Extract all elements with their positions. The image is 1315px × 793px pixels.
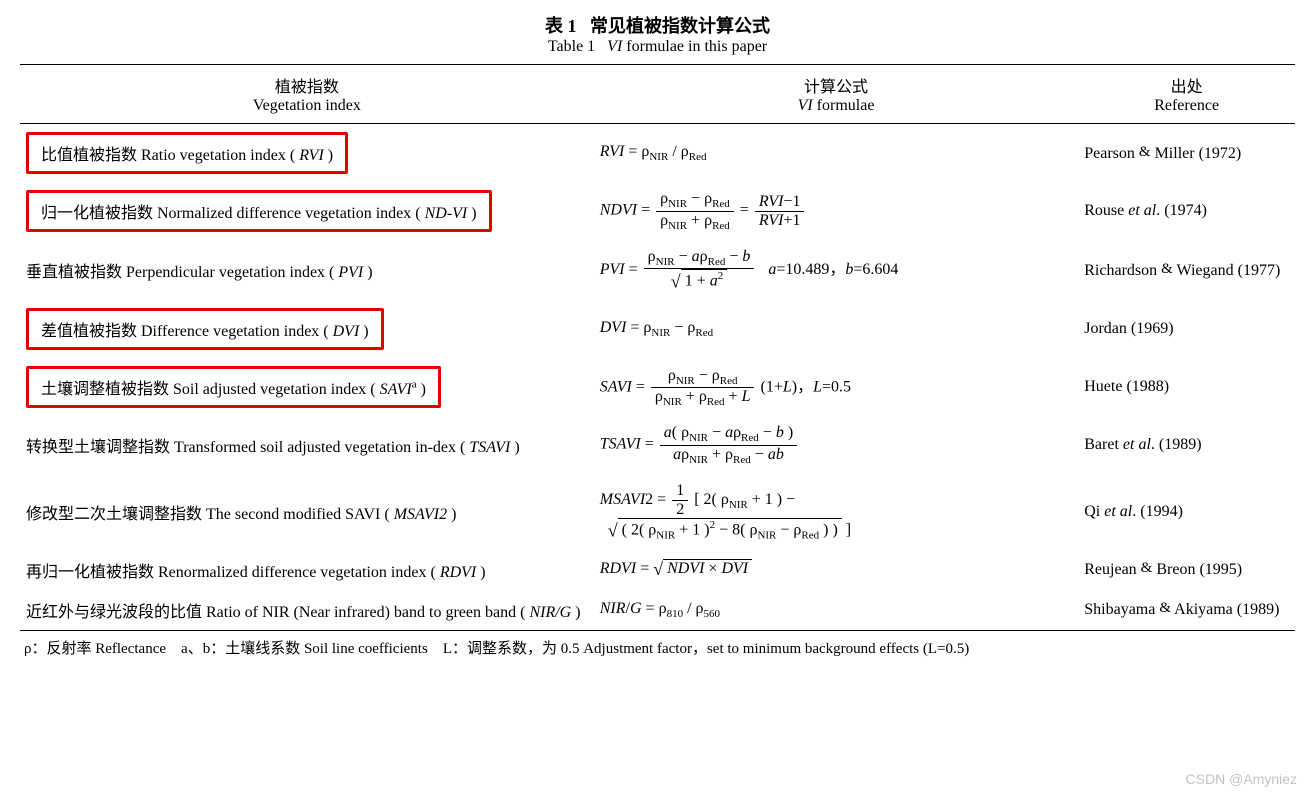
title-en-prefix: Table [548, 38, 583, 55]
vi-name-cell: 比值植被指数 Ratio vegetation index ( RVI ) [20, 124, 594, 183]
formula-cell: MSAVI2 = 12 [ 2( ρNIR + 1 ) − √( 2( ρNIR… [594, 474, 1079, 550]
header-vi: 植被指数 Vegetation index [20, 65, 594, 124]
vi-name-cell: 归一化植被指数 Normalized difference vegetation… [20, 182, 594, 240]
vi-name-cell: 再归一化植被指数 Renormalized difference vegetat… [20, 550, 594, 590]
vi-table: 植被指数 Vegetation index 计算公式 VI formulae 出… [20, 64, 1295, 664]
table-row: 垂直植被指数 Perpendicular vegetation index ( … [20, 240, 1295, 300]
header-vi-en: Vegetation index [24, 97, 590, 115]
reference-cell: Shibayama & Akiyama (1989) [1078, 590, 1295, 631]
table-row: 土壤调整植被指数 Soil adjusted vegetation index … [20, 358, 1295, 416]
title-number: 1 [568, 16, 577, 36]
formula-cell: PVI = ρNIR − aρRed − b√1 + a2 a=10.489，b… [594, 240, 1079, 300]
footnote: ρ：反射率 Reflectance a、b：土壤线系数 Soil line co… [20, 630, 1295, 664]
header-ref-cn: 出处 [1082, 73, 1291, 97]
table-row: 近红外与绿光波段的比值 Ratio of NIR (Near infrared)… [20, 590, 1295, 631]
table-title: 表 1 常见植被指数计算公式 Table 1 VI formulae in th… [20, 12, 1295, 56]
header-vi-cn: 植被指数 [24, 73, 590, 97]
formula-cell: NIR/G = ρ810 / ρ560 [594, 590, 1079, 631]
highlight-box: 比值植被指数 Ratio vegetation index ( RVI ) [26, 132, 348, 174]
table-row: 转换型土壤调整指数 Transformed soil adjusted vege… [20, 416, 1295, 474]
reference-cell: Jordan (1969) [1078, 300, 1295, 358]
title-en-vi: VI [607, 38, 622, 55]
watermark: CSDN @Amyniez [1186, 771, 1297, 787]
formula-cell: TSAVI = a( ρNIR − aρRed − b )aρNIR + ρRe… [594, 416, 1079, 474]
title-en-text: formulae in this paper [626, 38, 767, 55]
table-row: 差值植被指数 Difference vegetation index ( DVI… [20, 300, 1295, 358]
table-row: 比值植被指数 Ratio vegetation index ( RVI ) RVI… [20, 124, 1295, 183]
highlight-box: 归一化植被指数 Normalized difference vegetation… [26, 190, 492, 232]
reference-cell: Richardson & Wiegand (1977) [1078, 240, 1295, 300]
highlight-box: 土壤调整植被指数 Soil adjusted vegetation index … [26, 366, 441, 408]
header-ref: 出处 Reference [1078, 65, 1295, 124]
reference-cell: Reujean & Breon (1995) [1078, 550, 1295, 590]
reference-cell: Qi et al. (1994) [1078, 474, 1295, 550]
vi-name-cell: 近红外与绿光波段的比值 Ratio of NIR (Near infrared)… [20, 590, 594, 631]
footnote-ab: a、b：土壤线系数 Soil line coefficients [181, 641, 428, 657]
table-row: 再归一化植被指数 Renormalized difference vegetat… [20, 550, 1295, 590]
reference-cell: Baret et al. (1989) [1078, 416, 1295, 474]
reference-cell: Huete (1988) [1078, 358, 1295, 416]
table-row: 修改型二次土壤调整指数 The second modified SAVI ( M… [20, 474, 1295, 550]
header-formula-en: VI formulae [598, 97, 1075, 115]
vi-name-cell: 垂直植被指数 Perpendicular vegetation index ( … [20, 240, 594, 300]
title-cn-text: 常见植被指数计算公式 [590, 16, 770, 36]
formula-cell: RDVI = √NDVI × DVI [594, 550, 1079, 590]
highlight-box: 差值植被指数 Difference vegetation index ( DVI… [26, 308, 384, 350]
vi-name-cell: 差值植被指数 Difference vegetation index ( DVI… [20, 300, 594, 358]
formula-cell: RVI = ρNIR / ρRed [594, 124, 1079, 183]
reference-cell: Pearson & Miller (1972) [1078, 124, 1295, 183]
header-formula-cn: 计算公式 [598, 73, 1075, 97]
header-formula: 计算公式 VI formulae [594, 65, 1079, 124]
vi-name-cell: 转换型土壤调整指数 Transformed soil adjusted vege… [20, 416, 594, 474]
table-row: 归一化植被指数 Normalized difference vegetation… [20, 182, 1295, 240]
vi-name-cell: 土壤调整植被指数 Soil adjusted vegetation index … [20, 358, 594, 416]
formula-cell: SAVI = ρNIR − ρRedρNIR + ρRed + L (1+L)，… [594, 358, 1079, 416]
title-cn-prefix: 表 [545, 16, 563, 36]
footnote-L: L：调整系数，为 0.5 Adjustment factor，set to mi… [443, 641, 969, 657]
reference-cell: Rouse et al. (1974) [1078, 182, 1295, 240]
header-ref-en: Reference [1082, 97, 1291, 115]
vi-name-cell: 修改型二次土壤调整指数 The second modified SAVI ( M… [20, 474, 594, 550]
footnote-rho: ρ：反射率 Reflectance [24, 641, 166, 657]
title-en-number: 1 [587, 38, 595, 55]
formula-cell: NDVI = ρNIR − ρRedρNIR + ρRed = RVI−1RVI… [594, 182, 1079, 240]
formula-cell: DVI = ρNIR − ρRed [594, 300, 1079, 358]
